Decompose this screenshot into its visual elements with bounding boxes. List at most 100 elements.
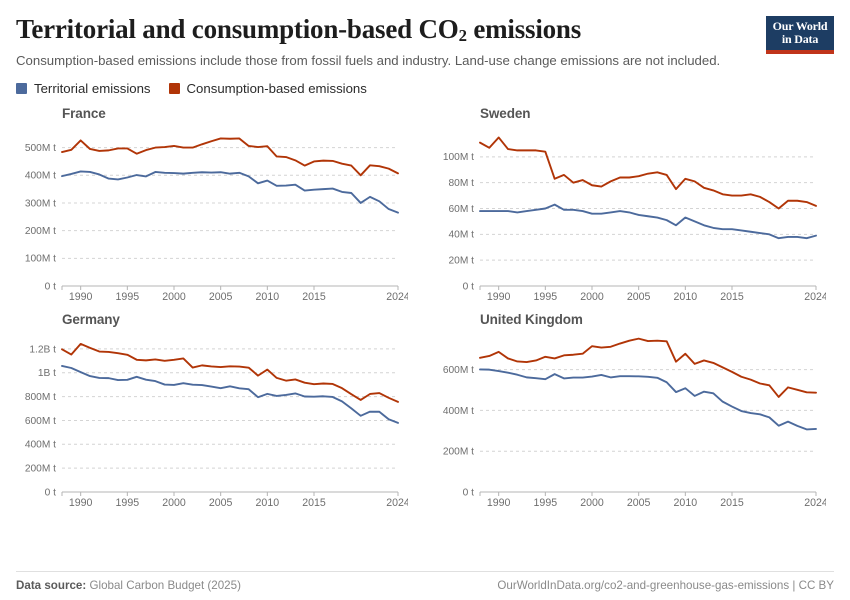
series-line [61,170,399,215]
svg-text:100M t: 100M t [443,153,474,164]
y-axis-tick: 200M t [25,464,56,475]
license-link[interactable]: OurWorldInData.org/co2-and-greenhouse-ga… [497,579,834,592]
svg-text:400M t: 400M t [25,440,56,451]
x-axis-tick: 2000 [162,497,186,509]
x-axis-tick: 1990 [69,291,93,303]
svg-text:2015: 2015 [302,497,326,509]
panel-title: Germany [62,312,120,328]
svg-text:800M t: 800M t [25,392,56,403]
owid-logo[interactable]: Our World in Data [766,16,834,54]
svg-text:400M t: 400M t [443,406,474,417]
svg-text:2000: 2000 [580,291,604,303]
y-axis-tick: 100M t [443,153,474,164]
svg-text:2005: 2005 [627,291,651,303]
y-axis-tick: 200M t [25,227,56,238]
svg-text:60M t: 60M t [449,204,475,215]
x-axis-tick: 2005 [209,497,233,509]
legend-item[interactable]: Consumption-based emissions [168,81,367,97]
svg-text:1995: 1995 [534,497,558,509]
series-line [479,368,817,431]
svg-text:1.2B t: 1.2B t [29,345,56,356]
series-line [61,365,399,425]
y-axis-tick: 1B t [38,369,56,380]
svg-text:1990: 1990 [69,497,93,509]
svg-text:2010: 2010 [256,497,280,509]
plot-area[interactable]: 0 t 20M t 40M t 60M t 80M t 100M t 1990 1995 200… [434,123,834,308]
y-axis-tick: 400M t [443,406,474,417]
plot-area[interactable]: 0 t 100M t 200M t 300M t 400M t 500M t 1990 199… [16,123,416,308]
legend-label: Consumption-based emissions [186,81,367,97]
x-axis-tick: 2015 [302,291,326,303]
panel-title: United Kingdom [480,312,583,328]
svg-text:40M t: 40M t [449,230,475,241]
svg-text:300M t: 300M t [25,199,56,210]
page-title: Territorial and consumption-based CO2 em… [16,14,834,46]
x-axis-tick: 2010 [674,291,698,303]
page-title-subscript: 2 [458,26,467,45]
svg-text:2005: 2005 [627,497,651,509]
x-axis-tick: 2000 [580,291,604,303]
svg-text:1990: 1990 [69,291,93,303]
series-line [479,338,817,399]
x-axis-tick: 2015 [720,291,744,303]
y-axis-tick: 400M t [25,440,56,451]
small-multiples-grid: France 0 t 100M t 200M t 300M t 400M t 500M t 1… [16,106,834,514]
owid-logo-line-2: in Data [781,32,819,47]
x-axis-tick: 1995 [116,291,140,303]
svg-text:400M t: 400M t [25,171,56,182]
svg-text:2024: 2024 [804,291,826,303]
data-source: Data source: Global Carbon Budget (2025) [16,579,241,592]
chart-legend: Territorial emissions Consumption-based e… [16,81,834,96]
svg-text:2010: 2010 [674,497,698,509]
x-axis-tick: 1995 [534,291,558,303]
series-line [479,136,817,210]
page-title-pre: Territorial and consumption-based CO [16,14,459,44]
x-axis-tick: 1990 [69,497,93,509]
y-axis-tick: 600M t [25,416,56,427]
svg-text:0 t: 0 t [463,282,474,293]
y-axis-tick: 200M t [443,447,474,458]
series-line [61,343,399,404]
data-source-label: Data source: [16,579,87,592]
x-axis-tick: 1990 [487,291,511,303]
owid-logo-line-1: Our World [772,19,828,33]
svg-text:2015: 2015 [720,291,744,303]
chart-panel: Germany 0 t 200M t 400M t 600M t 800M t 1B t 1.… [16,312,416,514]
chart-panel: France 0 t 100M t 200M t 300M t 400M t 500M t 1… [16,106,416,308]
x-axis-tick: 1990 [487,497,511,509]
chart-panel: Sweden 0 t 20M t 40M t 60M t 80M t 100M t 1990 1… [434,106,834,308]
y-axis-tick: 0 t [45,488,56,499]
chart-panel: United Kingdom 0 t 200M t 400M t 600M t 1990 1… [434,312,834,514]
x-axis-tick: 2000 [162,291,186,303]
svg-text:1995: 1995 [534,291,558,303]
y-axis-tick: 400M t [25,171,56,182]
svg-text:200M t: 200M t [443,447,474,458]
x-axis-tick: 2010 [256,291,280,303]
y-axis-tick: 100M t [25,254,56,265]
y-axis-tick: 0 t [45,282,56,293]
svg-text:0 t: 0 t [45,282,56,293]
svg-text:2005: 2005 [209,291,233,303]
y-axis-tick: 20M t [449,256,475,267]
x-axis-tick: 2010 [674,497,698,509]
y-axis-tick: 600M t [443,366,474,377]
y-axis-tick: 300M t [25,199,56,210]
legend-label: Territorial emissions [34,81,151,97]
legend-item[interactable]: Territorial emissions [16,81,151,96]
y-axis-tick: 60M t [449,204,475,215]
svg-text:600M t: 600M t [25,416,56,427]
svg-text:2024: 2024 [386,291,408,303]
y-axis-tick: 0 t [463,282,474,293]
svg-text:1990: 1990 [487,291,511,303]
plot-area[interactable]: 0 t 200M t 400M t 600M t 800M t 1B t 1.2B t 199… [16,329,416,514]
y-axis-tick: 500M t [25,143,56,154]
plot-area[interactable]: 0 t 200M t 400M t 600M t 1990 1995 2000 2005 201… [434,329,834,514]
svg-text:0 t: 0 t [463,488,474,499]
chart-footer: Data source: Global Carbon Budget (2025)… [16,571,834,592]
svg-text:2000: 2000 [162,291,186,303]
svg-text:2015: 2015 [720,497,744,509]
legend-swatch-icon [16,83,27,95]
page-title-post: emissions [466,14,582,44]
svg-text:200M t: 200M t [25,227,56,238]
